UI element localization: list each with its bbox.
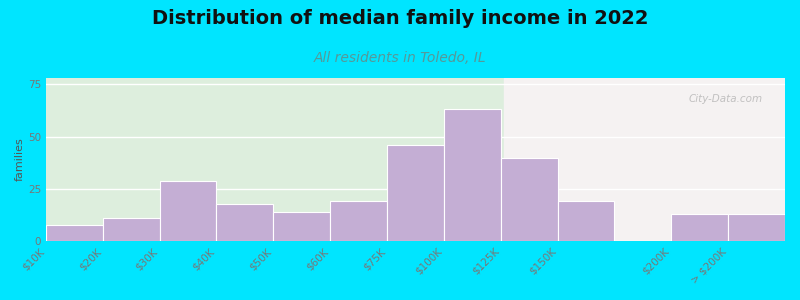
Bar: [159, 181, 217, 241]
Bar: [217, 204, 274, 241]
Text: City-Data.com: City-Data.com: [689, 94, 763, 104]
Bar: [387, 145, 444, 241]
Text: All residents in Toledo, IL: All residents in Toledo, IL: [314, 51, 486, 65]
Bar: [671, 214, 728, 241]
Bar: [330, 202, 387, 241]
Bar: [274, 212, 330, 241]
Bar: [501, 158, 558, 241]
Bar: [444, 110, 501, 241]
Bar: [728, 214, 785, 241]
Bar: [46, 224, 102, 241]
Y-axis label: families: families: [15, 138, 25, 182]
Bar: [504, 78, 785, 241]
Bar: [558, 202, 614, 241]
Bar: [102, 218, 159, 241]
Text: Distribution of median family income in 2022: Distribution of median family income in …: [152, 9, 648, 28]
